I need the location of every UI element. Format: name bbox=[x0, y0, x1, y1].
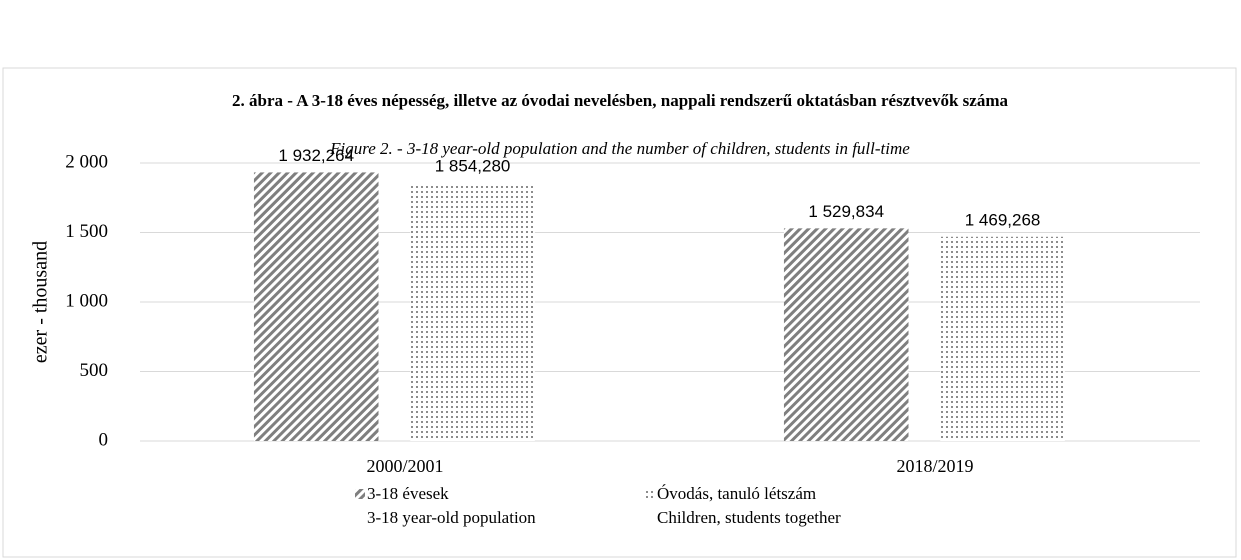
legend-label: Óvodás, tanuló létszám bbox=[657, 484, 816, 503]
chart-subtitle: Figure 2. - 3-18 year-old population and… bbox=[329, 139, 910, 158]
bar bbox=[783, 228, 909, 441]
y-tick-label: 1 000 bbox=[65, 290, 108, 311]
legend-label: 3-18 évesek bbox=[367, 484, 449, 503]
y-tick-label: 0 bbox=[99, 429, 109, 450]
bar bbox=[940, 236, 1065, 441]
legend-swatch bbox=[355, 489, 365, 499]
bar bbox=[410, 183, 535, 442]
x-tick-label: 2018/2019 bbox=[896, 456, 973, 476]
y-tick-label: 2 000 bbox=[65, 151, 108, 172]
legend-swatch bbox=[645, 489, 655, 499]
data-label: 1 529,834 bbox=[808, 202, 884, 221]
data-label: 1 854,280 bbox=[435, 157, 511, 176]
data-label: 1 932,264 bbox=[278, 146, 354, 165]
y-tick-label: 1 500 bbox=[65, 221, 108, 242]
y-tick-label: 500 bbox=[80, 360, 109, 381]
bar bbox=[253, 172, 379, 442]
x-tick-label: 2000/2001 bbox=[366, 456, 443, 476]
y-axis-label: ezer - thousand bbox=[30, 241, 52, 363]
chart-title: 2. ábra - A 3-18 éves népesség, illetve … bbox=[232, 91, 1008, 110]
legend-label-en: Children, students together bbox=[657, 508, 841, 527]
legend-label-en: 3-18 year-old population bbox=[367, 508, 536, 527]
data-label: 1 469,268 bbox=[965, 210, 1041, 229]
chart-border bbox=[2, 67, 1237, 558]
